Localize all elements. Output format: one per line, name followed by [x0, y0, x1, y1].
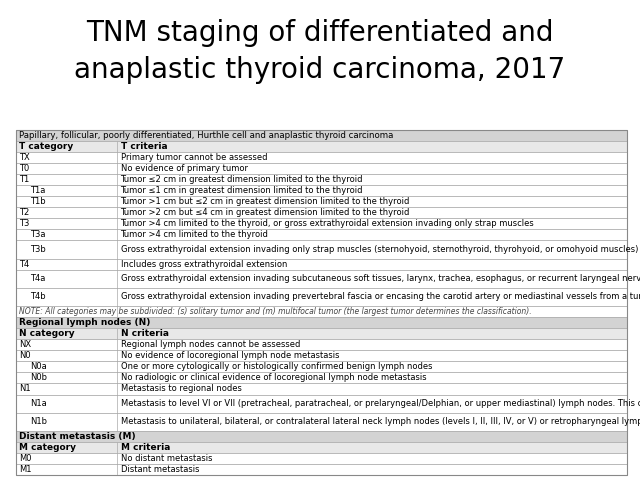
Text: N1b: N1b: [30, 417, 47, 426]
Bar: [16, 372, 627, 384]
Bar: [16, 218, 627, 229]
Text: Tumor >2 cm but ≤4 cm in greatest dimension limited to the thyroid: Tumor >2 cm but ≤4 cm in greatest dimens…: [120, 208, 410, 217]
Text: Regional lymph nodes cannot be assessed: Regional lymph nodes cannot be assessed: [120, 340, 300, 349]
Text: Tumor ≤1 cm in greatest dimension limited to the thyroid: Tumor ≤1 cm in greatest dimension limite…: [120, 186, 363, 195]
Bar: [16, 240, 627, 259]
Text: T4: T4: [19, 260, 29, 268]
Text: T1a: T1a: [30, 186, 45, 195]
Text: T3a: T3a: [30, 230, 45, 240]
Text: T3b: T3b: [30, 245, 46, 254]
Text: T0: T0: [19, 164, 29, 173]
Text: No evidence of locoregional lymph node metastasis: No evidence of locoregional lymph node m…: [120, 351, 339, 360]
Bar: [16, 130, 627, 141]
Text: T4a: T4a: [30, 274, 45, 283]
Bar: [16, 317, 627, 328]
Text: Distant metastasis (M): Distant metastasis (M): [19, 432, 136, 441]
Text: T criteria: T criteria: [120, 142, 167, 151]
Bar: [16, 431, 627, 442]
Text: N0b: N0b: [30, 373, 47, 383]
Text: Distant metastasis: Distant metastasis: [120, 465, 199, 474]
Text: NOTE: All categories may be subdivided: (s) solitary tumor and (m) multifocal tu: NOTE: All categories may be subdivided: …: [19, 307, 532, 316]
Bar: [16, 361, 627, 372]
Text: M criteria: M criteria: [120, 443, 170, 452]
Bar: [16, 442, 627, 453]
Bar: [16, 185, 627, 196]
Text: No distant metastasis: No distant metastasis: [120, 454, 212, 463]
Text: T1: T1: [19, 175, 29, 184]
Text: N1: N1: [19, 384, 31, 394]
Bar: [16, 328, 627, 339]
Bar: [16, 384, 627, 395]
Bar: [16, 306, 627, 317]
Text: No radiologic or clinical evidence of locoregional lymph node metastasis: No radiologic or clinical evidence of lo…: [120, 373, 426, 383]
Bar: [16, 259, 627, 270]
Text: M0: M0: [19, 454, 31, 463]
Bar: [16, 453, 627, 464]
Text: Papillary, follicular, poorly differentiated, Hurthle cell and anaplastic thyroi: Papillary, follicular, poorly differenti…: [19, 131, 394, 140]
Bar: [16, 339, 627, 350]
Bar: [16, 288, 627, 306]
Text: Regional lymph nodes (N): Regional lymph nodes (N): [19, 318, 150, 327]
Bar: [16, 413, 627, 431]
Text: T4b: T4b: [30, 292, 45, 301]
Text: Tumor >4 cm limited to the thyroid, or gross extrathyroidal extension invading o: Tumor >4 cm limited to the thyroid, or g…: [120, 219, 534, 228]
Text: N1a: N1a: [30, 399, 47, 408]
Bar: [16, 141, 117, 152]
Bar: [16, 174, 627, 185]
Bar: [16, 207, 627, 218]
Text: T3: T3: [19, 219, 29, 228]
Text: One or more cytologically or histologically confirmed benign lymph nodes: One or more cytologically or histologica…: [120, 362, 432, 372]
Bar: [16, 442, 117, 453]
Text: TX: TX: [19, 153, 30, 162]
Bar: [16, 163, 627, 174]
Text: Metastasis to unilateral, bilateral, or contralateral lateral neck lymph nodes (: Metastasis to unilateral, bilateral, or …: [120, 417, 640, 426]
Text: Gross extrathyroidal extension invading only strap muscles (sternohyoid, sternot: Gross extrathyroidal extension invading …: [120, 245, 640, 254]
Text: Gross extrathyroidal extension invading prevertebral fascia or encasing the caro: Gross extrathyroidal extension invading …: [120, 292, 640, 301]
Bar: [16, 464, 627, 475]
Bar: [16, 270, 627, 288]
Text: T category: T category: [19, 142, 74, 151]
Text: T1b: T1b: [30, 197, 45, 206]
Text: Tumor >4 cm limited to the thyroid: Tumor >4 cm limited to the thyroid: [120, 230, 268, 240]
Bar: [16, 395, 627, 413]
Text: N0: N0: [19, 351, 31, 360]
Text: Primary tumor cannot be assessed: Primary tumor cannot be assessed: [120, 153, 267, 162]
Text: Metastasis to level VI or VII (pretracheal, paratracheal, or prelaryngeal/Delphi: Metastasis to level VI or VII (pretrache…: [120, 399, 640, 408]
Text: N category: N category: [19, 329, 75, 338]
Text: N0a: N0a: [30, 362, 47, 372]
Text: M1: M1: [19, 465, 31, 474]
Bar: [16, 229, 627, 240]
Bar: [16, 350, 627, 361]
Bar: [16, 141, 627, 152]
Text: TNM staging of differentiated and
anaplastic thyroid carcinoma, 2017: TNM staging of differentiated and anapla…: [74, 19, 566, 84]
Text: NX: NX: [19, 340, 31, 349]
Text: No evidence of primary tumor: No evidence of primary tumor: [120, 164, 248, 173]
Text: T2: T2: [19, 208, 29, 217]
Text: Includes gross extrathyroidal extension: Includes gross extrathyroidal extension: [120, 260, 287, 268]
Bar: [16, 196, 627, 207]
Bar: [16, 328, 117, 339]
Text: Tumor >1 cm but ≤2 cm in greatest dimension limited to the thyroid: Tumor >1 cm but ≤2 cm in greatest dimens…: [120, 197, 410, 206]
Text: Tumor ≤2 cm in greatest dimension limited to the thyroid: Tumor ≤2 cm in greatest dimension limite…: [120, 175, 363, 184]
Text: Gross extrathyroidal extension invading subcutaneous soft tissues, larynx, trach: Gross extrathyroidal extension invading …: [120, 274, 640, 283]
Text: Metastasis to regional nodes: Metastasis to regional nodes: [120, 384, 241, 394]
Text: M category: M category: [19, 443, 76, 452]
Bar: [16, 152, 627, 163]
Text: N criteria: N criteria: [120, 329, 168, 338]
